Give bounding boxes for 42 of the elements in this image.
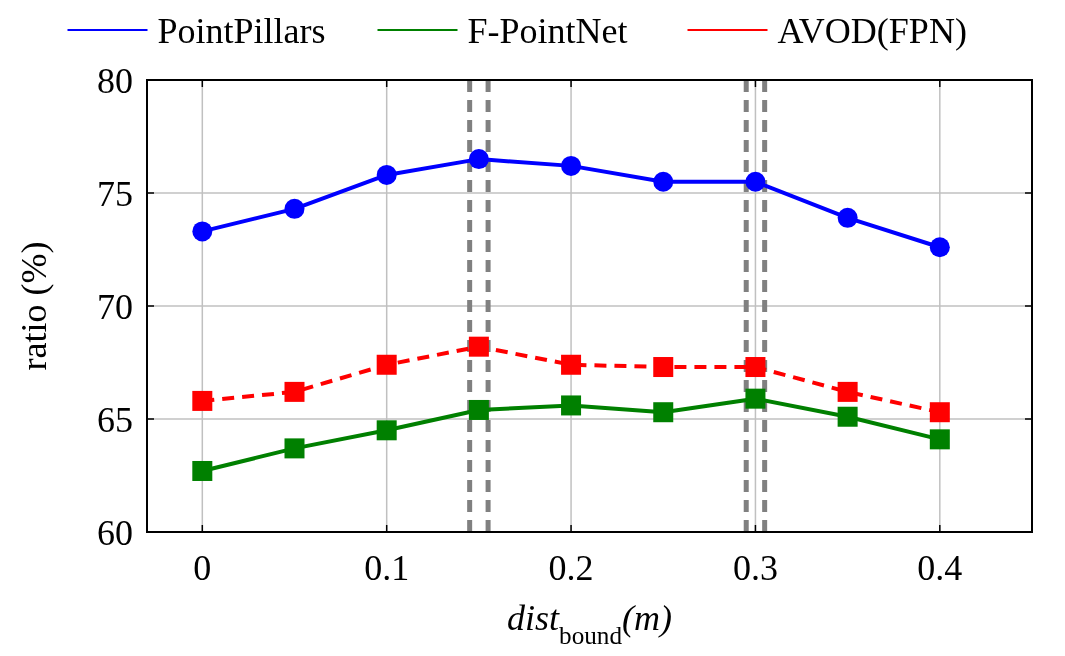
point xyxy=(376,420,397,441)
x-tick-label: 0.3 xyxy=(732,548,778,588)
point xyxy=(284,438,305,459)
point xyxy=(837,381,858,402)
y-tick-label: 65 xyxy=(97,399,133,440)
legend-label: AVOD(FPN) xyxy=(777,10,967,51)
legend-label: F-PointNet xyxy=(467,10,628,51)
point xyxy=(561,354,582,375)
point xyxy=(284,381,305,402)
point xyxy=(192,221,213,242)
point xyxy=(837,406,858,427)
point xyxy=(468,149,489,170)
point xyxy=(561,155,582,176)
point xyxy=(376,164,397,185)
point xyxy=(468,336,489,357)
point xyxy=(837,207,858,228)
point xyxy=(929,429,950,450)
y-tick-label: 75 xyxy=(97,173,133,214)
y-axis-title: ratio (%) xyxy=(14,241,54,371)
point xyxy=(561,395,582,416)
point xyxy=(468,399,489,420)
point xyxy=(653,171,674,192)
x-tick-label: 0.4 xyxy=(917,548,963,588)
point xyxy=(929,237,950,258)
point xyxy=(745,357,766,378)
point xyxy=(653,357,674,378)
point xyxy=(192,460,213,481)
point xyxy=(745,388,766,409)
y-tick-label: 70 xyxy=(97,286,133,327)
x-tick-label: 0.1 xyxy=(364,548,410,588)
y-tick-label: 60 xyxy=(97,512,133,553)
x-tick-label: 0.2 xyxy=(548,548,594,588)
point xyxy=(376,354,397,375)
x-axis-title: dist$_{bound}$(m) xyxy=(507,598,672,649)
y-tick-label: 80 xyxy=(97,60,133,101)
point xyxy=(745,171,766,192)
x-tick-label: 0 xyxy=(193,548,212,588)
point xyxy=(192,390,213,411)
point xyxy=(929,402,950,423)
point xyxy=(653,402,674,423)
legend-label: PointPillars xyxy=(157,10,326,51)
point xyxy=(284,198,305,219)
